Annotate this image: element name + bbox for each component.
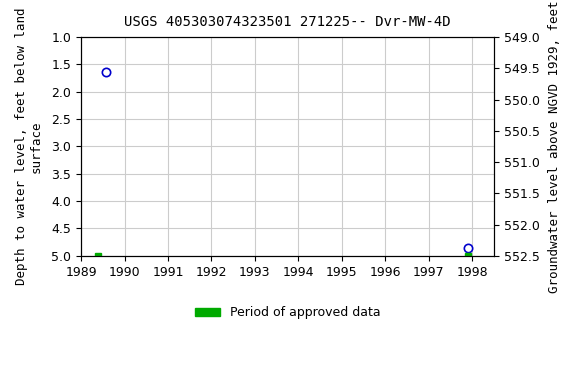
Title: USGS 405303074323501 271225-- Dvr-MW-4D: USGS 405303074323501 271225-- Dvr-MW-4D — [124, 15, 451, 29]
Y-axis label: Depth to water level, feet below land
surface: Depth to water level, feet below land su… — [15, 8, 43, 285]
Legend: Period of approved data: Period of approved data — [190, 301, 385, 324]
Y-axis label: Groundwater level above NGVD 1929, feet: Groundwater level above NGVD 1929, feet — [548, 0, 561, 293]
